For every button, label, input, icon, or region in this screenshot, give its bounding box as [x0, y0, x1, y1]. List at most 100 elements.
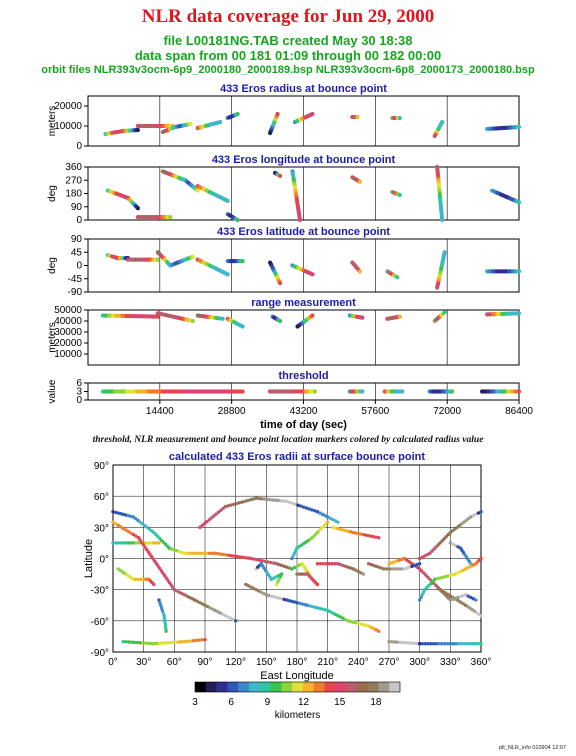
- map-point: [313, 605, 317, 609]
- map-point: [387, 639, 391, 644]
- map-y-tick-label: -90°: [91, 648, 109, 659]
- map-x-tick-label: 300°: [409, 657, 430, 668]
- map-point: [366, 624, 371, 628]
- map-point: [354, 531, 358, 535]
- colorbar-swatch: [313, 682, 325, 692]
- data-point: [218, 119, 223, 125]
- map-point: [474, 598, 478, 602]
- colorbar-tick-label: 3: [192, 697, 198, 708]
- map-x-tick-label: 270°: [379, 657, 400, 668]
- map-point: [311, 578, 316, 583]
- map-point: [323, 608, 327, 612]
- map-point: [423, 554, 427, 558]
- map-point: [259, 590, 263, 594]
- map-point: [241, 555, 245, 560]
- map-point: [254, 496, 258, 500]
- map-point: [392, 560, 396, 564]
- colorbar-swatch: [324, 682, 336, 692]
- map-point: [448, 594, 453, 598]
- map-point: [246, 584, 251, 588]
- y-tick-label: 0: [76, 215, 82, 226]
- map-point: [479, 510, 483, 514]
- colorbar-swatch: [389, 682, 401, 692]
- map-point: [410, 564, 414, 568]
- map-point: [235, 554, 239, 559]
- data-point: [195, 188, 200, 193]
- map-point: [180, 550, 184, 555]
- data-point: [442, 250, 447, 255]
- map-point: [246, 556, 250, 560]
- map-point: [426, 641, 430, 646]
- map-point: [440, 590, 444, 594]
- map-point: [205, 519, 209, 524]
- map-point: [336, 526, 340, 531]
- map-panel: calculated 433 Eros radii at surface bou…: [83, 451, 491, 682]
- map-point: [238, 555, 242, 559]
- data-point: [277, 318, 283, 324]
- map-point: [466, 594, 470, 598]
- map-point: [134, 577, 138, 581]
- map-point: [207, 551, 212, 556]
- map-point: [469, 515, 473, 519]
- colorbar-tick-label: 15: [334, 697, 346, 708]
- map-point: [197, 638, 201, 642]
- map-point: [126, 513, 131, 518]
- map-point: [182, 551, 187, 556]
- map-point: [144, 541, 148, 545]
- map-point: [336, 520, 340, 524]
- map-point: [143, 641, 148, 645]
- map-point: [171, 640, 176, 645]
- map-point: [479, 613, 483, 618]
- map-point: [251, 497, 256, 501]
- map-point: [287, 599, 292, 603]
- map-point: [180, 640, 184, 644]
- data-point: [135, 206, 140, 211]
- map-point: [371, 534, 375, 539]
- map-point: [474, 512, 478, 517]
- map-point: [149, 541, 154, 545]
- map-point: [124, 541, 128, 545]
- map-point: [305, 603, 309, 607]
- map-point: [199, 551, 203, 556]
- colorbar-swatch: [281, 682, 293, 692]
- data-point: [516, 389, 522, 394]
- map-point: [297, 563, 302, 567]
- map-point: [361, 572, 366, 576]
- map-point: [164, 629, 168, 633]
- map-point: [291, 554, 295, 558]
- map-point: [310, 508, 314, 512]
- y-tick-label: 10000: [54, 349, 82, 360]
- map-point: [458, 569, 463, 574]
- map-point: [292, 551, 297, 556]
- y-tick-label: 360: [65, 162, 82, 173]
- y-axis-label: value: [47, 379, 58, 403]
- map-point: [351, 620, 355, 624]
- map-point: [277, 577, 281, 581]
- map-point: [146, 641, 151, 646]
- map-point: [282, 499, 286, 503]
- map-point: [456, 571, 460, 575]
- map-point: [305, 572, 309, 576]
- map-point: [315, 510, 320, 514]
- map-point: [297, 572, 302, 576]
- map-point: [312, 509, 317, 513]
- map-point: [451, 597, 455, 601]
- map-point: [333, 526, 338, 530]
- map-point: [134, 541, 138, 545]
- map-point: [362, 533, 367, 537]
- map-point: [302, 572, 307, 576]
- data-point: [155, 257, 160, 262]
- map-point: [170, 547, 174, 551]
- map-point: [346, 565, 350, 569]
- map-point: [434, 641, 439, 646]
- y-tick-label: 6: [76, 378, 82, 389]
- map-point: [194, 638, 198, 643]
- map-point: [160, 641, 164, 645]
- map-point: [333, 612, 338, 617]
- map-point: [200, 638, 204, 642]
- map-point: [429, 581, 433, 586]
- map-point: [191, 551, 195, 556]
- map-point: [461, 601, 465, 606]
- panel-title: range measurement: [251, 297, 356, 309]
- map-point: [354, 621, 358, 625]
